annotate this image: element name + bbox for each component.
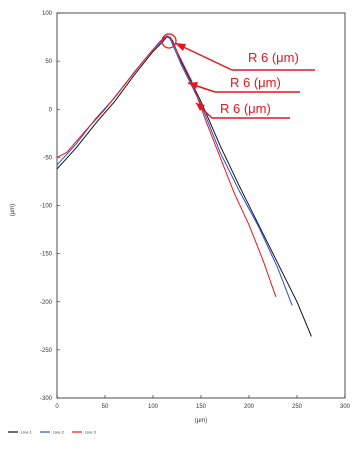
tick-group: 0 50 100 150 200 250 300 100 50 0 -50 -100 -150 -200 -… <box>40 11 351 410</box>
y-tick-label: -50 <box>43 155 52 161</box>
y-tick-label: 100 <box>42 11 53 17</box>
annotation-1: R 6 (μm) <box>174 42 315 71</box>
legend-label: Line 1 <box>21 430 33 435</box>
series-group <box>56 35 312 337</box>
legend-label: Line 3 <box>85 430 97 435</box>
x-tick-label: 0 <box>55 404 59 410</box>
y-tick-label: -100 <box>40 204 53 210</box>
x-tick-label: 250 <box>292 404 303 410</box>
annotation-2-label: R 6 (μm) <box>230 75 281 90</box>
x-axis-label: (μm) <box>195 418 207 424</box>
x-tick-label: 50 <box>102 404 109 410</box>
y-tick-label: 0 <box>49 107 53 113</box>
y-tick-label: -200 <box>40 300 53 306</box>
series-line-3 <box>56 36 277 298</box>
annotation-2: R 6 (μm) <box>187 75 300 93</box>
x-tick-label: 100 <box>148 404 159 410</box>
x-tick-label: 300 <box>340 404 351 410</box>
legend-label: Line 2 <box>53 430 65 435</box>
y-tick-label: 50 <box>45 59 52 65</box>
x-tick-label: 150 <box>196 404 207 410</box>
annotation-3-label: R 6 (μm) <box>220 101 271 116</box>
y-axis-label: (μm) <box>10 204 16 216</box>
y-tick-label: -300 <box>40 396 53 402</box>
legend: Line 1 Line 2 Line 3 <box>8 430 97 435</box>
peak-marker-circle <box>161 33 177 49</box>
annotation-1-label: R 6 (μm) <box>248 50 299 65</box>
y-tick-label: -150 <box>40 252 53 258</box>
series-line-1 <box>56 35 312 337</box>
annotation-3: R 6 (μm) <box>195 101 290 119</box>
y-tick-label: -250 <box>40 348 53 354</box>
x-tick-label: 200 <box>244 404 255 410</box>
